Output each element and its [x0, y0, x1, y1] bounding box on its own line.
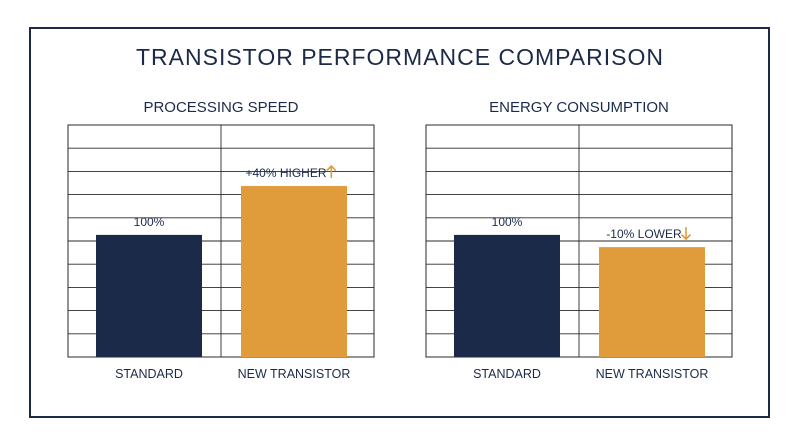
data-label: -10% LOWER — [606, 227, 682, 241]
category-label: NEW TRANSISTOR — [238, 367, 351, 381]
category-label: STANDARD — [473, 367, 541, 381]
data-label: +40% HIGHER — [245, 166, 326, 180]
arrow-up-icon — [326, 164, 337, 179]
category-label: STANDARD — [115, 367, 183, 381]
bar-standard — [96, 234, 202, 357]
panel-title: ENERGY CONSUMPTION — [489, 99, 669, 116]
data-label: 100% — [492, 215, 523, 229]
bar-new-transistor — [241, 186, 347, 357]
panel-title: PROCESSING SPEED — [143, 99, 298, 116]
bar-new-transistor — [599, 247, 705, 357]
category-label: NEW TRANSISTOR — [596, 367, 709, 381]
main-title: TRANSISTOR PERFORMANCE COMPARISON — [136, 44, 664, 70]
data-label: 100% — [134, 215, 165, 229]
bar-standard — [454, 234, 560, 357]
arrow-down-icon — [680, 227, 692, 241]
